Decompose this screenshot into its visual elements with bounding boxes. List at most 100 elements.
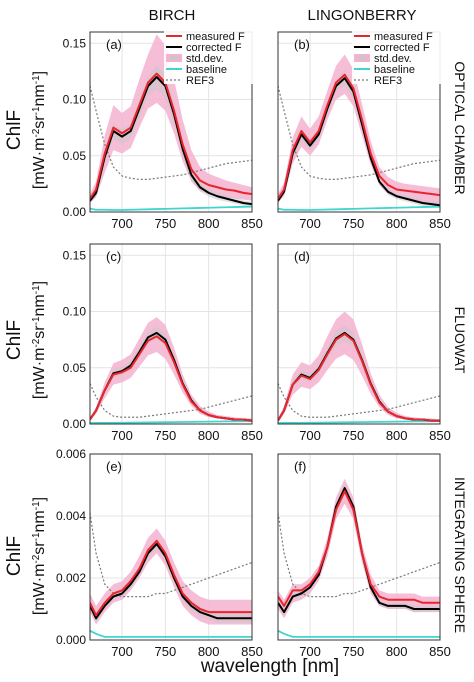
x-tick-label: 800 [198,216,220,231]
measured-f-line [278,490,440,607]
panel-d: 700 750 800 850 (d) [277,243,451,443]
y-tick-label: 0.05 [63,361,87,375]
legend-item-baseline-label: baseline [374,64,415,76]
x-axis-label: wavelength [nm] [200,656,339,677]
measured-f-line [90,72,252,200]
row-title-fluowat: FLUOWAT [452,307,468,374]
panel-a: 700 750 800 850 0.00 0.05 0.10 0.15 (a) measured … [63,28,263,231]
y-tick-label: 0.000 [56,633,86,647]
x-tick-label: 700 [299,428,321,443]
baseline-line [90,420,252,424]
y-axis-label-row-2: ChlF [mW·m-2sr-1nm-1] [4,281,48,399]
legend-item-corrected-label: corrected F [186,42,242,54]
x-tick-label: 850 [241,644,263,659]
ref3-line [278,85,440,180]
panel-label: (b) [294,37,310,52]
baseline-line [90,205,252,211]
x-tick-label: 800 [198,644,220,659]
y-axis-label-main: ChlF [4,320,25,360]
x-tick-label: 850 [429,428,451,443]
legend-item-std-dev-label: std.dev. [186,53,224,65]
measured-f-line [278,73,440,200]
y-axis-label-units: [mW·m-2sr-1nm-1] [31,497,49,615]
x-tick-label: 800 [386,644,408,659]
measured-f-line [278,333,440,422]
x-tick-label: 750 [343,428,365,443]
series-group [278,478,440,638]
panel-e: 700 750 800 850 0.000 0.002 0.004 0.006 (e) [56,447,263,659]
panel-c: 700 750 800 850 0.00 0.05 0.10 0.15 (c) [63,243,263,443]
x-tick-label: 700 [299,644,321,659]
panel-label: (f) [294,459,306,474]
legend-item-std-dev-label: std.dev. [374,53,412,65]
baseline-line [278,420,440,424]
panel-label: (a) [106,37,122,52]
std-dev-band [278,478,440,619]
ref3-line [90,383,252,418]
y-tick-label: 0.10 [63,305,87,319]
x-tick-label: 800 [386,216,408,231]
row-title-optical-chamber: OPTICAL CHAMBER [452,61,468,194]
x-tick-label: 800 [198,428,220,443]
y-axis-label-row-3: ChlF [mW·m-2sr-1nm-1] [4,497,48,615]
x-tick-label: 750 [343,644,365,659]
x-tick-label: 750 [155,644,177,659]
legend-item-ref3-label: REF3 [186,75,214,87]
x-tick-label: 700 [299,216,321,231]
panel-label: (c) [106,249,121,264]
x-tick-label: 750 [155,216,177,231]
series-group [278,54,440,211]
x-tick-label: 800 [386,428,408,443]
baseline-line [278,629,440,638]
corrected-f-line [278,77,440,207]
x-tick-label: 850 [429,216,451,231]
x-tick-label: 850 [241,216,263,231]
legend-item-std-dev-swatch-inner [170,56,178,60]
legend-item-std-dev-swatch-inner [358,56,366,60]
panel-label: (d) [294,249,310,264]
y-axis-label-main: ChlF [4,536,25,576]
y-tick-label: 0.004 [56,509,86,523]
std-dev-band-corrected [90,326,252,422]
x-tick-label: 700 [111,644,133,659]
ref3-line [278,383,440,418]
ref3-line [278,512,440,598]
std-dev-band [90,34,252,203]
plot-frame [277,243,441,425]
x-tick-label: 700 [111,216,133,231]
baseline-line [90,629,252,638]
series-group [90,317,252,424]
ref3-line [90,85,252,180]
measured-f-line [90,335,252,422]
y-axis-label-units: [mW·m-2sr-1nm-1] [31,71,49,189]
std-dev-band [90,528,252,625]
plot-frame [89,453,253,641]
std-dev-band [278,311,440,422]
plot-area [90,244,252,424]
series-group [90,512,252,638]
y-tick-label: 0.10 [63,93,87,107]
y-tick-label: 0.006 [56,447,86,461]
y-tick-label: 0.00 [63,417,87,431]
row-title-integrating-sphere: INTEGRATING SPHERE [452,477,468,633]
y-tick-label: 0.15 [63,248,87,262]
x-tick-label: 850 [429,644,451,659]
legend-item-baseline-label: baseline [186,64,227,76]
x-tick-label: 700 [111,428,133,443]
series-group [278,311,440,424]
legend-item-corrected-label: corrected F [374,42,430,54]
plot-frame [89,243,253,425]
y-axis-label-main: ChlF [4,110,25,150]
x-tick-label: 750 [155,428,177,443]
x-tick-label: 750 [343,216,365,231]
legend-item-measured-label: measured F [186,31,245,43]
legend-item-measured-label: measured F [374,31,433,43]
panels: 700 750 800 850 0.00 0.05 0.10 0.15 (a) measured … [56,28,451,659]
plot-area [278,244,440,424]
legend-item-ref3-label: REF3 [374,75,402,87]
std-dev-band-corrected [90,539,252,623]
x-tick-label: 850 [241,428,263,443]
